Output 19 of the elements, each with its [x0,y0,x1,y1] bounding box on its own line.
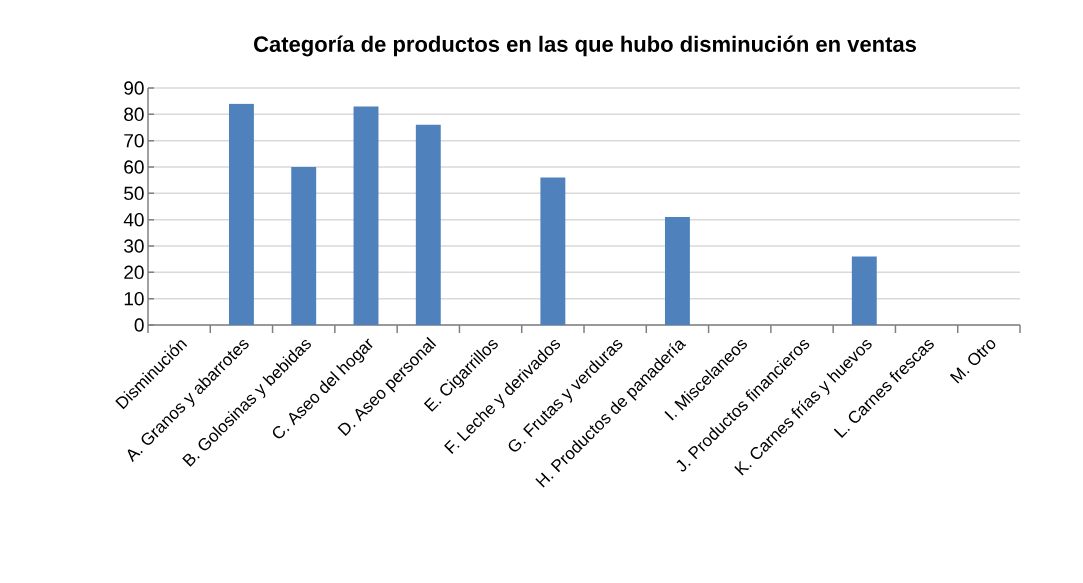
bar [851,256,877,325]
chart-title: Categoría de productos en las que hubo disminución en ventas [254,35,917,57]
y-tick-label: 70 [124,133,144,148]
y-tick-label: 60 [124,160,144,174]
bar [664,217,690,325]
bar [228,103,254,325]
y-tick-label: 90 [124,81,144,95]
x-tick-label: M. Otro [949,339,996,384]
bar [540,177,566,325]
y-tick-label: 0 [134,318,144,332]
y-tick-label: 20 [124,265,144,280]
y-tick-label: 10 [124,291,144,306]
bar [415,124,441,325]
y-tick-label: 40 [123,212,144,227]
bar [353,106,379,325]
bar [291,167,317,325]
y-tick-label: 50 [124,186,144,201]
y-tick-label: 30 [124,239,144,253]
y-tick-label: 80 [124,107,144,122]
